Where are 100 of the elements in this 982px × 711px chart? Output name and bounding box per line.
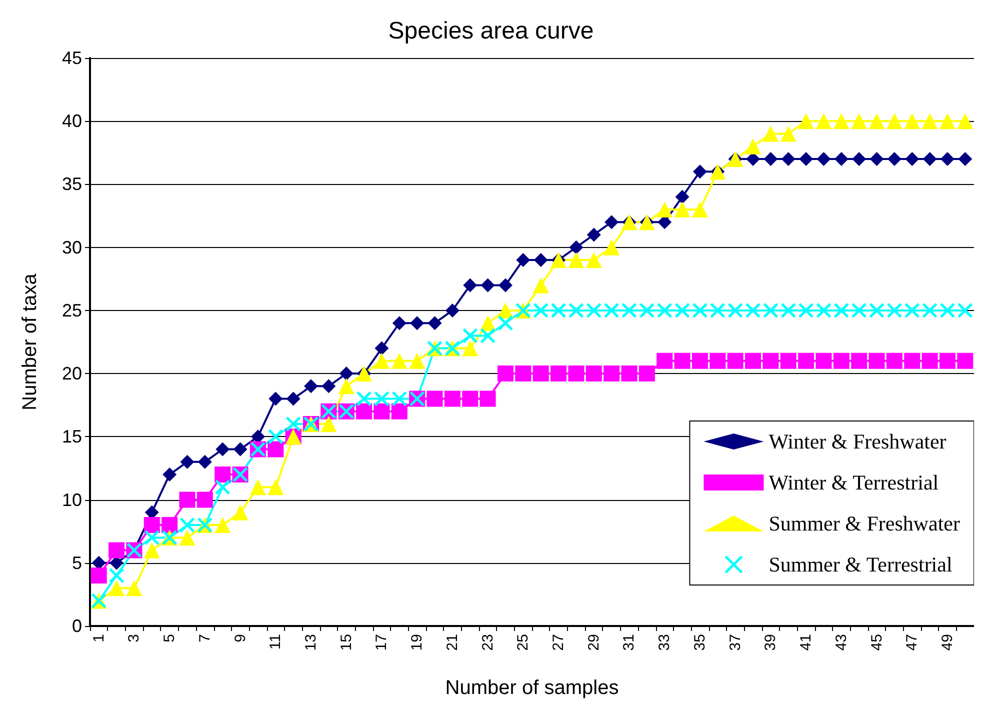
point	[745, 302, 761, 318]
point	[816, 302, 832, 318]
point	[445, 303, 460, 318]
point	[534, 252, 548, 267]
point	[356, 391, 372, 407]
point	[444, 390, 460, 407]
point	[727, 352, 744, 369]
point	[939, 113, 956, 130]
point	[144, 517, 160, 534]
point	[957, 352, 974, 369]
x-tick-label: 5	[161, 634, 178, 642]
point	[374, 403, 390, 420]
x-tick-label: 15	[338, 634, 355, 651]
y-tick-label: 5	[72, 552, 82, 573]
point	[108, 542, 125, 558]
x-tick-label: 13	[302, 634, 320, 651]
point	[428, 316, 442, 330]
point	[780, 352, 796, 369]
point	[692, 352, 708, 369]
x-tick-label: 25	[514, 634, 532, 651]
x-tick-label: 45	[868, 634, 886, 651]
point	[798, 352, 814, 369]
point	[391, 352, 408, 369]
point	[656, 201, 673, 218]
point	[410, 316, 424, 330]
point	[957, 302, 973, 318]
point	[108, 568, 124, 584]
point	[550, 366, 567, 382]
point	[568, 252, 584, 268]
point	[904, 302, 920, 318]
point	[392, 316, 406, 330]
point	[374, 391, 390, 407]
x-tick-label: 31	[620, 634, 638, 651]
point	[179, 492, 196, 508]
chart-title: Species area curve	[388, 18, 594, 44]
point	[604, 239, 620, 256]
x-axis-title: Number of samples	[445, 677, 619, 699]
point	[675, 190, 690, 204]
point	[904, 352, 920, 369]
x-tick-label: 49	[938, 634, 956, 651]
point	[905, 152, 920, 166]
legend-label: Winter & Freshwater	[768, 430, 946, 454]
y-tick-label: 30	[62, 237, 82, 258]
point	[887, 152, 902, 166]
point	[868, 113, 885, 130]
point	[656, 302, 672, 318]
point	[639, 302, 655, 318]
legend-label: Winter & Terrestrial	[768, 470, 939, 494]
point	[939, 352, 956, 369]
point	[462, 340, 478, 356]
point	[462, 328, 478, 344]
point	[674, 201, 690, 218]
point	[532, 366, 549, 382]
point	[214, 517, 231, 534]
point	[463, 278, 478, 292]
point	[780, 302, 796, 318]
point	[780, 126, 796, 142]
x-tick-label: 23	[479, 634, 496, 651]
point	[179, 517, 195, 533]
point	[798, 302, 814, 318]
x-tick-label: 39	[762, 634, 780, 651]
point	[480, 328, 496, 344]
point	[692, 201, 708, 218]
point	[762, 126, 779, 142]
point	[851, 302, 867, 318]
point	[498, 278, 512, 292]
point	[569, 240, 584, 254]
y-tick-label: 35	[62, 174, 82, 194]
point	[515, 366, 532, 382]
x-tick-label: 37	[726, 634, 744, 651]
point	[692, 164, 707, 179]
point	[834, 152, 848, 166]
point	[764, 152, 778, 166]
y-tick-label: 10	[62, 490, 82, 510]
point	[322, 379, 336, 394]
point	[568, 366, 584, 382]
point	[516, 252, 530, 267]
point	[904, 113, 920, 130]
point	[586, 366, 602, 382]
point	[214, 466, 231, 483]
point	[497, 366, 514, 382]
point	[268, 392, 283, 406]
point	[799, 152, 814, 166]
point	[868, 352, 885, 369]
point	[338, 378, 354, 394]
point	[922, 152, 937, 166]
y-tick-label: 20	[62, 364, 82, 384]
point	[532, 277, 549, 294]
point	[108, 580, 125, 596]
x-tick-label: 21	[444, 634, 461, 651]
point	[816, 152, 831, 166]
point	[604, 366, 620, 382]
point	[144, 542, 160, 558]
point	[621, 302, 637, 318]
point	[232, 504, 248, 520]
point	[426, 390, 443, 407]
point	[198, 454, 212, 469]
point	[762, 352, 779, 369]
point	[144, 530, 160, 546]
point	[940, 302, 956, 318]
